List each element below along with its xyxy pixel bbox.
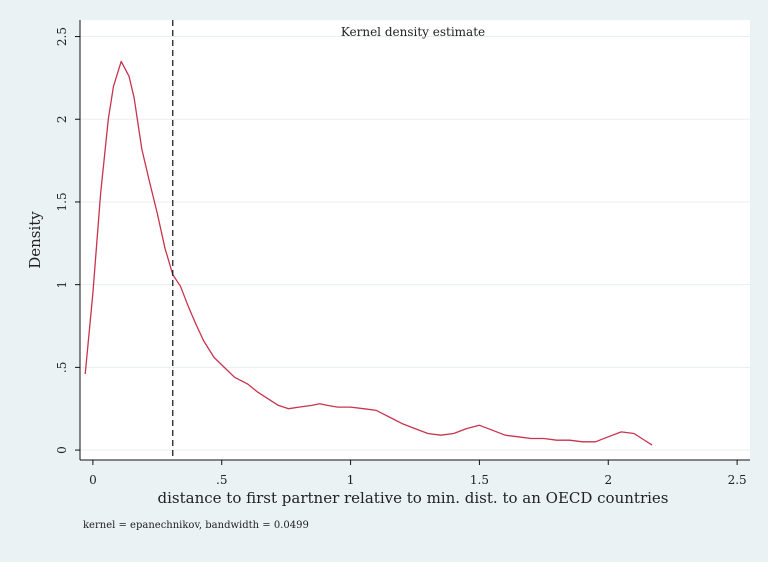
y-tick-label: 2 bbox=[55, 115, 69, 123]
density-line bbox=[84, 60, 653, 446]
series-layer bbox=[84, 60, 653, 446]
x-tick-label: 1 bbox=[347, 473, 355, 487]
y-tick-label: 1.5 bbox=[55, 192, 69, 211]
y-tick-label: 2.5 bbox=[55, 27, 69, 46]
y-tick-label: 1 bbox=[55, 281, 69, 289]
plot-region bbox=[80, 20, 750, 460]
x-axis-label: distance to first partner relative to mi… bbox=[158, 489, 669, 507]
x-tick-label: 2 bbox=[604, 473, 612, 487]
y-tick-label: 0 bbox=[55, 446, 69, 454]
chart-title: Kernel density estimate bbox=[341, 25, 485, 39]
x-tick-label: .5 bbox=[216, 473, 227, 487]
x-tick-label: 0 bbox=[89, 473, 97, 487]
y-axis-label: Density bbox=[26, 211, 44, 269]
y-tick-label: .5 bbox=[55, 362, 69, 373]
axis-ticks: 0 .5 1 1.5 2 2.5 0 .5 1 1.5 2 2.5 bbox=[55, 27, 747, 487]
x-tick-label: 2.5 bbox=[728, 473, 747, 487]
kernel-note: kernel = epanechnikov, bandwidth = 0.049… bbox=[83, 520, 309, 531]
x-tick-label: 1.5 bbox=[470, 473, 489, 487]
grid-lines bbox=[80, 36, 750, 451]
